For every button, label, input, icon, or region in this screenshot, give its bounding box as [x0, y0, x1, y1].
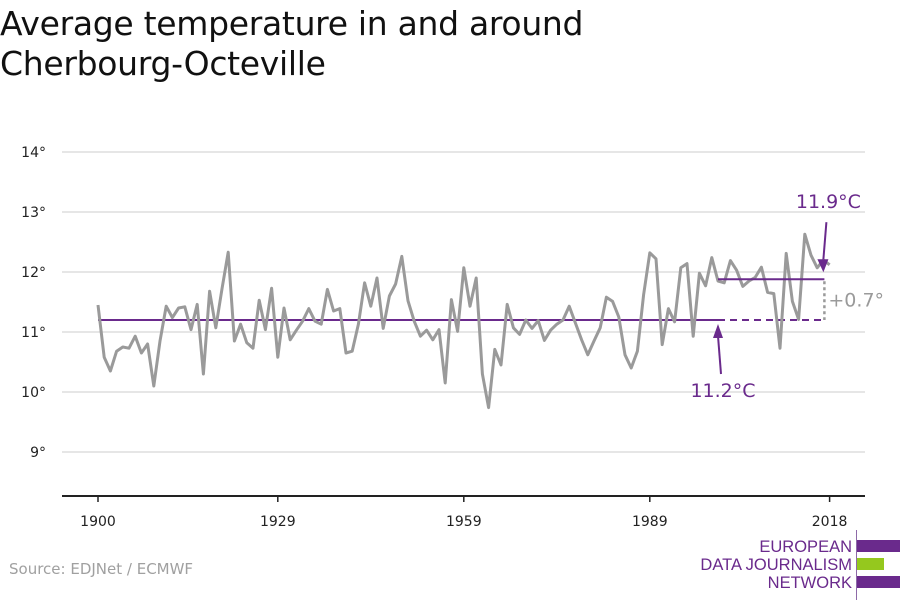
x-tick-label: 1929 [260, 514, 296, 530]
title-line-1: Average temperature in and around [0, 4, 584, 43]
logo-bar-middle [857, 558, 884, 570]
x-tick-label: 1959 [446, 514, 482, 530]
long-term-average-arrowhead [713, 324, 723, 338]
x-tick-label: 2018 [812, 514, 848, 530]
temperature-series-line [96, 232, 831, 410]
logo-divider [856, 530, 857, 600]
recent-average-arrow [822, 222, 828, 260]
y-tick-label: 10° [21, 385, 46, 401]
logo-bar-bottom [857, 576, 900, 588]
source-note: Source: EDJNet / ECMWF [9, 560, 194, 578]
long-term-average-label: 11.2°C [690, 380, 755, 402]
title-line-2: Cherbourg-Octeville [0, 44, 326, 83]
edjnet-logo[interactable]: EUROPEAN DATA JOURNALISM NETWORK [700, 528, 900, 600]
logo-text-line-3: NETWORK [767, 574, 852, 592]
logo-text-line-1: EUROPEAN [759, 538, 852, 556]
y-tick-label: 11° [21, 325, 46, 341]
y-tick-label: 12° [21, 265, 46, 281]
x-tick-label: 1900 [80, 514, 116, 530]
y-tick-label: 9° [30, 445, 46, 461]
difference-label: +0.7° [828, 290, 884, 312]
recent-average-label: 11.9°C [796, 191, 861, 213]
x-tick-label: 1989 [632, 514, 668, 530]
recent-average-arrowhead [817, 259, 829, 273]
y-tick-label: 14° [21, 145, 46, 161]
long-term-average-arrow [717, 335, 722, 375]
chart-title: Average temperature in and around Cherbo… [0, 4, 584, 84]
y-tick-label: 13° [21, 205, 46, 221]
logo-text-line-2: DATA JOURNALISM [700, 556, 852, 574]
logo-bar-top [857, 540, 900, 552]
